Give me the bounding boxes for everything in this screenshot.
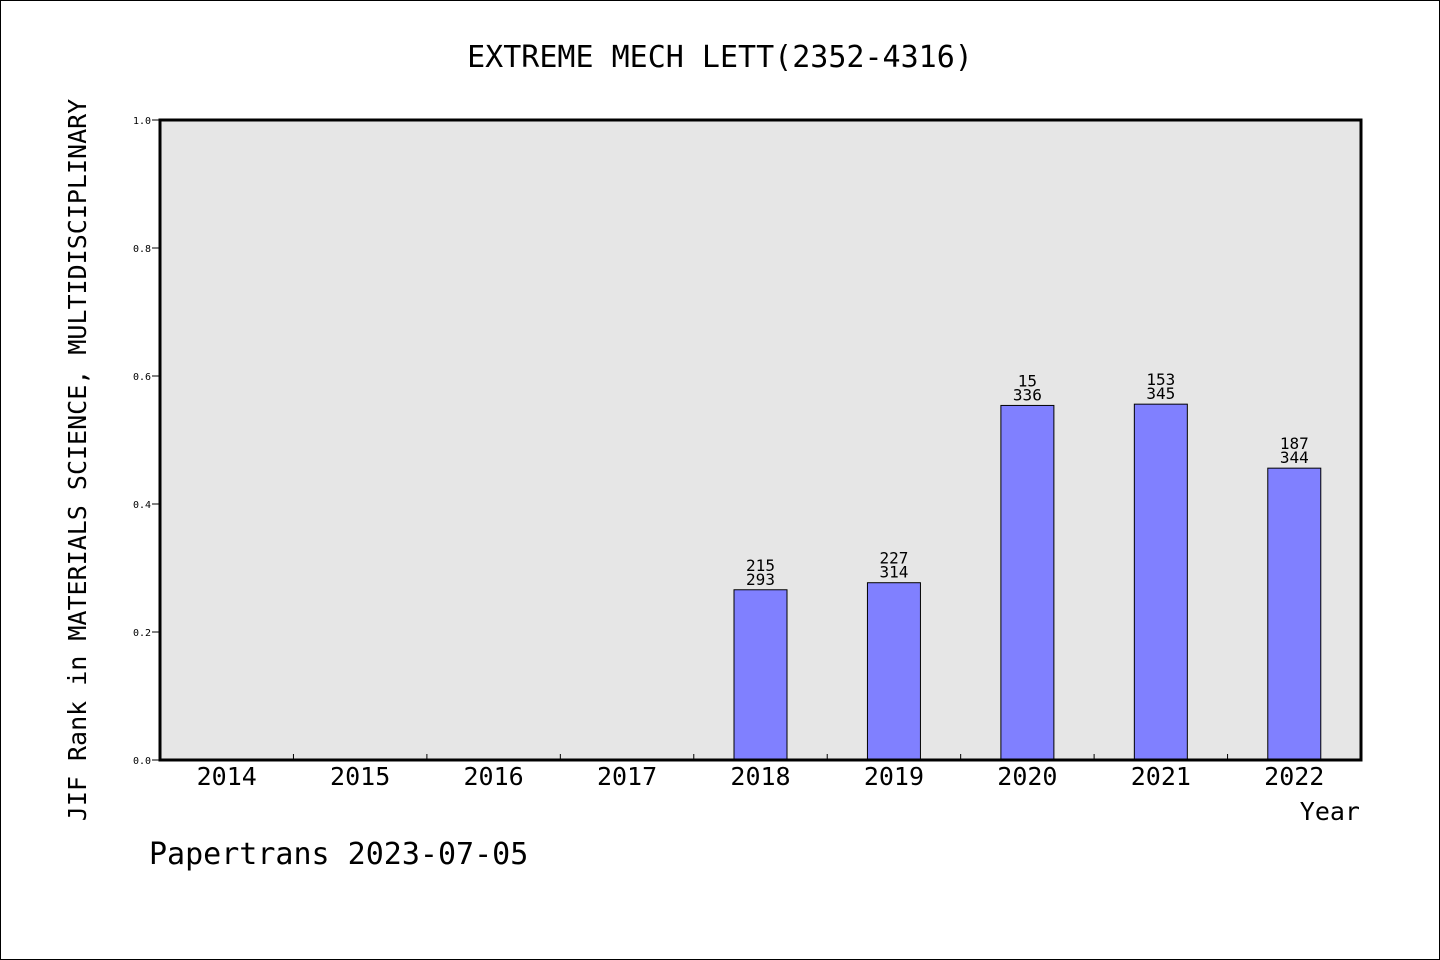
bar-rank-label-2018: 215 [746, 556, 775, 575]
bar-total-label-2021: 345 [1146, 384, 1175, 403]
footer-credit: Papertrans 2023-07-05 [149, 837, 528, 872]
bar-series [733, 403, 1322, 761]
bar-rank-label-2019: 227 [879, 549, 908, 568]
x-tick-label-2015: 2015 [330, 762, 390, 791]
bar-rank-label-2020: 15 [1018, 371, 1037, 390]
x-tick-label-2021: 2021 [1131, 762, 1191, 791]
y-axis-ticks: 0.0 0.2 0.4 0.6 0.8 1.0 [133, 116, 160, 767]
y-tick-label: 0.4 [133, 500, 151, 511]
x-axis-label: Year [1300, 797, 1360, 826]
y-tick-label: 0.8 [133, 244, 151, 255]
x-tick-label-2018: 2018 [730, 762, 790, 791]
x-tick-label-2020: 2020 [997, 762, 1057, 791]
x-tick-label-2019: 2019 [864, 762, 924, 791]
plot-border [158, 118, 1363, 762]
x-tick-label-2016: 2016 [464, 762, 524, 791]
bar-total-label-2019: 314 [879, 563, 908, 582]
bar-total-label-2020: 336 [1013, 385, 1042, 404]
bar-2021 [1133, 403, 1188, 761]
bar-total-label-2022: 344 [1280, 448, 1309, 467]
bar-rank-label-2022: 187 [1280, 434, 1309, 453]
bar-2022 [1267, 467, 1322, 761]
bar-2019 [866, 582, 921, 761]
y-tick-label: 0.6 [133, 372, 151, 383]
x-tick-label-2022: 2022 [1264, 762, 1324, 791]
bar-2020 [1000, 404, 1055, 761]
y-tick-label: 0.0 [133, 756, 151, 767]
y-axis-label: JIF Rank in MATERIALS SCIENCE, MULTIDISC… [63, 99, 92, 821]
x-tick-label-2014: 2014 [197, 762, 257, 791]
y-tick-label: 0.2 [133, 628, 151, 639]
chart-title: EXTREME MECH LETT(2352-4316) [467, 40, 973, 75]
bar-total-label-2018: 293 [746, 570, 775, 589]
y-tick-label: 1.0 [133, 116, 151, 127]
x-axis-tick-labels: 2014 2015 2016 2017 2018 2019 2020 2021 2022 [197, 762, 1325, 791]
bar-2018 [733, 589, 788, 761]
bar-rank-label-2021: 153 [1146, 370, 1175, 389]
x-tick-label-2017: 2017 [597, 762, 657, 791]
